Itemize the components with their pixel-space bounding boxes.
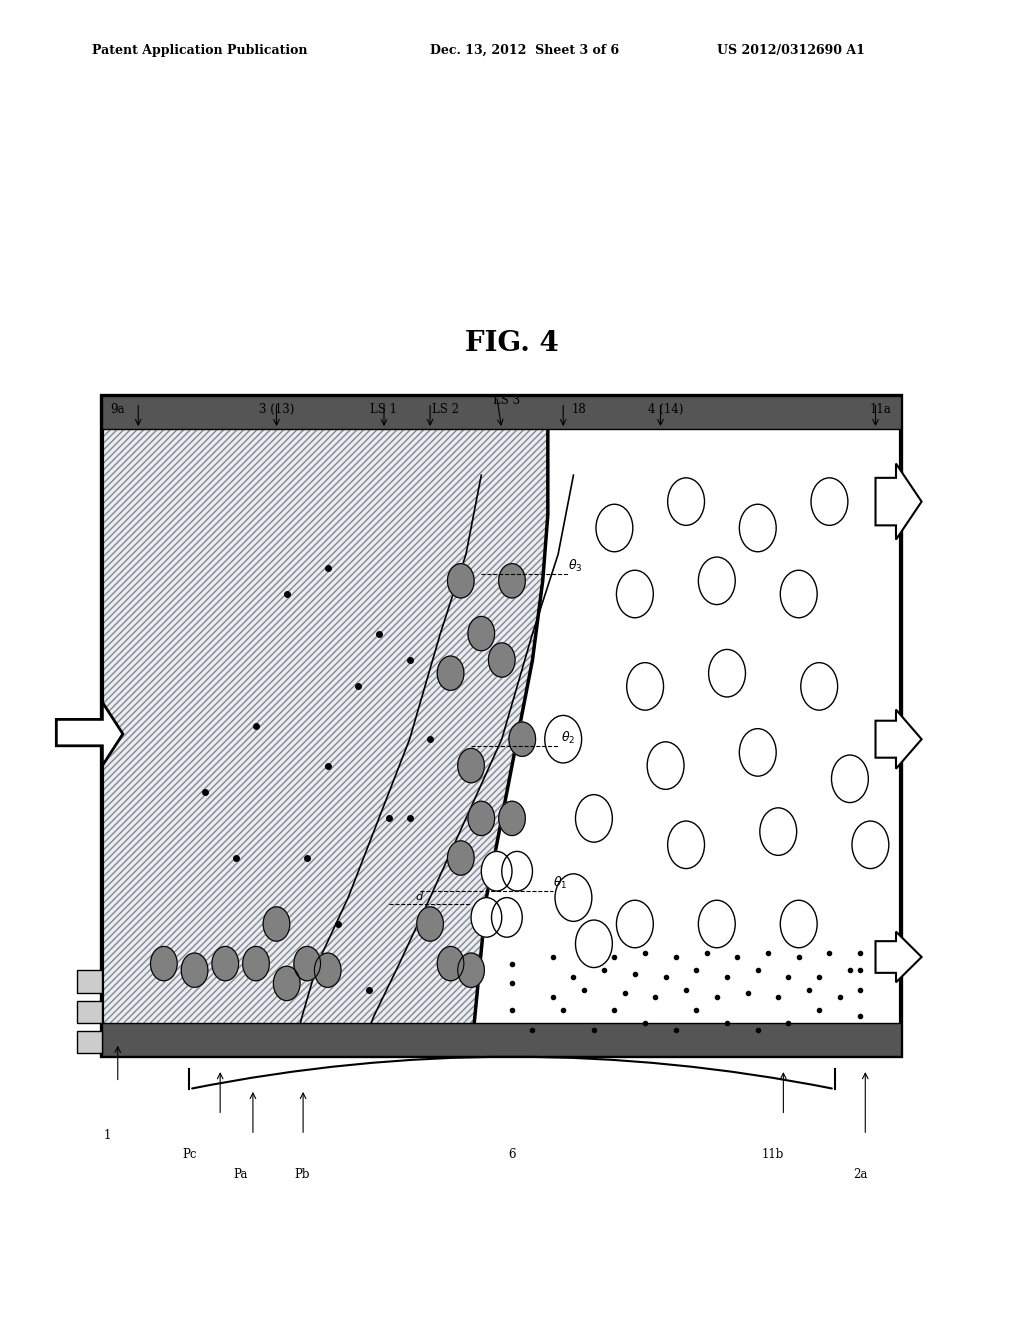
- Circle shape: [314, 953, 341, 987]
- Text: $\theta_1$: $\theta_1$: [553, 875, 567, 891]
- Text: 6: 6: [508, 1148, 516, 1162]
- Circle shape: [181, 953, 208, 987]
- Text: 2a: 2a: [853, 1168, 867, 1181]
- Circle shape: [294, 946, 321, 981]
- Circle shape: [447, 564, 474, 598]
- Circle shape: [831, 755, 868, 803]
- FancyBboxPatch shape: [77, 1031, 102, 1053]
- Text: 9a: 9a: [111, 403, 125, 416]
- Circle shape: [243, 946, 269, 981]
- Text: Dec. 13, 2012  Sheet 3 of 6: Dec. 13, 2012 Sheet 3 of 6: [430, 44, 620, 57]
- Text: Pb: Pb: [294, 1168, 310, 1181]
- Circle shape: [468, 801, 495, 836]
- Circle shape: [780, 900, 817, 948]
- Circle shape: [555, 874, 592, 921]
- Text: FIG. 4: FIG. 4: [465, 330, 559, 356]
- Circle shape: [263, 907, 290, 941]
- Circle shape: [668, 478, 705, 525]
- Circle shape: [668, 821, 705, 869]
- Text: 4 (14): 4 (14): [648, 403, 683, 416]
- Circle shape: [437, 946, 464, 981]
- Text: $d$: $d$: [415, 890, 424, 903]
- Circle shape: [488, 643, 515, 677]
- Circle shape: [760, 808, 797, 855]
- Circle shape: [780, 570, 817, 618]
- Text: Pc: Pc: [182, 1148, 197, 1162]
- Circle shape: [647, 742, 684, 789]
- Text: 3 (13): 3 (13): [259, 403, 294, 416]
- Circle shape: [468, 616, 495, 651]
- Polygon shape: [876, 932, 922, 982]
- Circle shape: [499, 801, 525, 836]
- Circle shape: [616, 570, 653, 618]
- Circle shape: [499, 564, 525, 598]
- Circle shape: [739, 504, 776, 552]
- Circle shape: [739, 729, 776, 776]
- Circle shape: [458, 953, 484, 987]
- Circle shape: [575, 795, 612, 842]
- Circle shape: [151, 946, 177, 981]
- Circle shape: [471, 898, 502, 937]
- Text: LS 3: LS 3: [494, 393, 520, 407]
- Polygon shape: [56, 702, 123, 766]
- FancyBboxPatch shape: [102, 396, 901, 1056]
- Text: Pa: Pa: [233, 1168, 248, 1181]
- Circle shape: [509, 722, 536, 756]
- Circle shape: [492, 898, 522, 937]
- Text: Patent Application Publication: Patent Application Publication: [92, 44, 307, 57]
- Text: LS 2: LS 2: [432, 403, 459, 416]
- Polygon shape: [471, 422, 901, 1056]
- Circle shape: [458, 748, 484, 783]
- Circle shape: [212, 946, 239, 981]
- Circle shape: [852, 821, 889, 869]
- FancyBboxPatch shape: [102, 396, 901, 1056]
- Circle shape: [596, 504, 633, 552]
- FancyBboxPatch shape: [77, 970, 102, 993]
- Text: $\theta_3$: $\theta_3$: [568, 558, 583, 574]
- Text: $\theta_2$: $\theta_2$: [561, 730, 575, 746]
- Circle shape: [616, 900, 653, 948]
- Circle shape: [273, 966, 300, 1001]
- Polygon shape: [876, 710, 922, 768]
- Text: 11b: 11b: [762, 1148, 784, 1162]
- FancyBboxPatch shape: [102, 1023, 901, 1056]
- Circle shape: [417, 907, 443, 941]
- Circle shape: [502, 851, 532, 891]
- Circle shape: [627, 663, 664, 710]
- Circle shape: [545, 715, 582, 763]
- Circle shape: [698, 900, 735, 948]
- Text: US 2012/0312690 A1: US 2012/0312690 A1: [717, 44, 864, 57]
- Circle shape: [709, 649, 745, 697]
- Text: 11a: 11a: [869, 403, 892, 416]
- Circle shape: [447, 841, 474, 875]
- Circle shape: [698, 557, 735, 605]
- Circle shape: [801, 663, 838, 710]
- FancyBboxPatch shape: [102, 396, 901, 429]
- Circle shape: [481, 851, 512, 891]
- Text: LS 1: LS 1: [371, 403, 397, 416]
- Circle shape: [437, 656, 464, 690]
- Circle shape: [575, 920, 612, 968]
- Polygon shape: [876, 463, 922, 540]
- Text: 18: 18: [571, 403, 586, 416]
- Text: 1: 1: [103, 1129, 112, 1142]
- Circle shape: [811, 478, 848, 525]
- FancyBboxPatch shape: [77, 1001, 102, 1023]
